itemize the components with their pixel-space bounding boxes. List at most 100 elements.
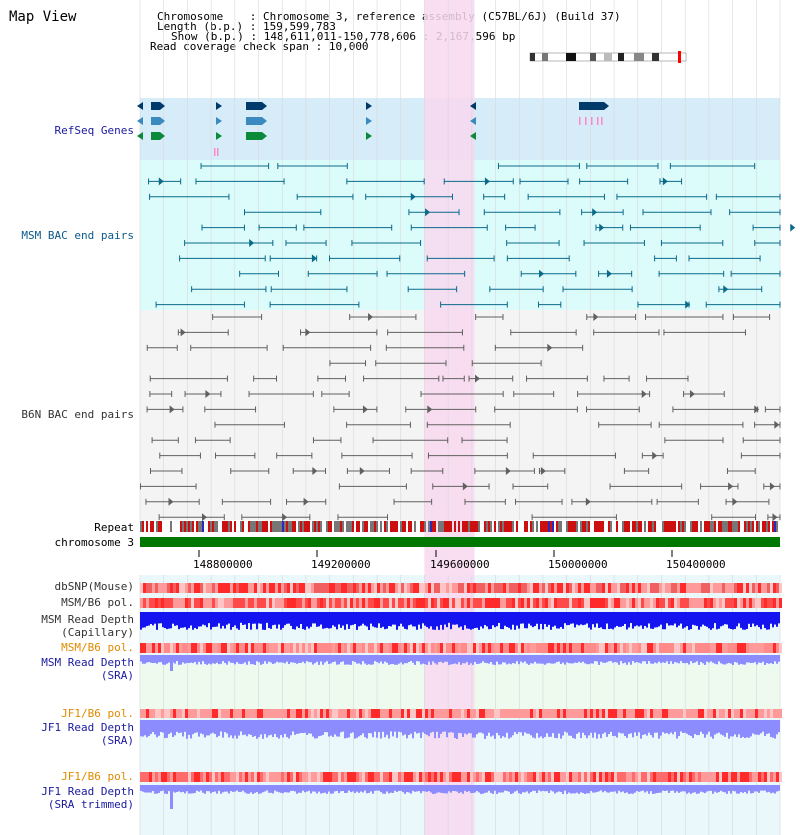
depth-bar <box>532 720 534 738</box>
depth-bar <box>454 720 456 738</box>
depth-bar <box>446 612 448 628</box>
heat-cell <box>716 598 719 608</box>
depth-bar <box>146 612 148 627</box>
heat-cell <box>224 772 227 782</box>
heat-cell <box>494 598 497 608</box>
repeat-mark <box>548 521 550 532</box>
depth-bar <box>646 612 648 628</box>
depth-bar <box>160 655 162 663</box>
depth-bar <box>600 720 602 739</box>
heat-cell <box>644 772 647 782</box>
heat-cell <box>638 709 641 718</box>
heat-cell <box>473 598 476 608</box>
ideogram-band <box>618 53 624 61</box>
depth-bar <box>602 785 604 793</box>
heat-cell <box>662 709 665 718</box>
depth-bar <box>202 612 204 625</box>
heat-cell <box>713 772 716 782</box>
depth-bar <box>264 612 266 630</box>
depth-bar <box>600 655 602 662</box>
b6n-bac-arrow <box>593 313 599 321</box>
depth-bar <box>226 720 228 734</box>
heat-cell <box>422 709 425 718</box>
depth-bar <box>676 785 678 792</box>
depth-bar <box>522 612 524 624</box>
track-label-dbsnp[interactable]: dbSNP(Mouse) <box>54 580 134 593</box>
track-label-msm-pol-2[interactable]: MSM/B6 pol. <box>61 641 134 654</box>
depth-bar <box>658 720 660 739</box>
heat-cell <box>239 709 242 718</box>
heat-cell <box>383 598 386 608</box>
heat-cell <box>719 598 722 608</box>
repeat-mark <box>458 521 460 532</box>
track-label-msm-depth-sra[interactable]: MSM Read Depth <box>41 656 134 669</box>
heat-cell <box>296 583 299 593</box>
heat-cell <box>659 598 662 608</box>
track-label-jf1-pol-2[interactable]: JF1/B6 pol. <box>61 770 134 783</box>
depth-bar <box>308 655 310 663</box>
depth-bar <box>752 785 754 794</box>
track-label-jf1-trimmed[interactable]: JF1 Read Depth <box>41 785 134 798</box>
depth-bar <box>518 785 520 794</box>
track-label-msm-bac[interactable]: MSM BAC end pairs <box>21 229 134 242</box>
heat-cell <box>653 598 656 608</box>
heat-cell <box>776 598 779 608</box>
heat-cell <box>599 598 602 608</box>
depth-bar <box>462 785 464 794</box>
heat-cell <box>263 583 266 593</box>
depth-bar <box>680 655 682 662</box>
depth-bar <box>498 720 500 736</box>
heat-cell <box>620 772 623 782</box>
repeat-mark <box>572 521 574 532</box>
depth-bar <box>160 720 162 732</box>
depth-bar <box>250 785 252 793</box>
depth-bar <box>490 655 492 663</box>
depth-bar <box>690 655 692 662</box>
depth-bar <box>168 655 170 663</box>
heat-cell <box>572 583 575 593</box>
heat-cell <box>677 598 680 608</box>
track-label-refseq[interactable]: RefSeq Genes <box>54 124 134 137</box>
depth-bar <box>346 612 348 625</box>
depth-bar <box>738 612 740 624</box>
depth-bar <box>692 720 694 739</box>
heat-cell <box>236 643 239 653</box>
heat-cell <box>314 583 317 593</box>
heat-cell <box>374 598 377 608</box>
axis-tick-3: 149600000 <box>430 558 490 571</box>
depth-bar <box>676 655 678 663</box>
depth-bar <box>258 785 260 794</box>
depth-bar <box>326 655 328 662</box>
heat-cell <box>500 643 503 653</box>
depth-bar <box>344 612 346 630</box>
heat-cell <box>362 709 365 718</box>
heat-cell <box>284 643 287 653</box>
heat-cell <box>599 583 602 593</box>
heat-cell <box>758 772 761 782</box>
track-label-b6n-bac[interactable]: B6N BAC end pairs <box>21 408 134 421</box>
repeat-mark <box>682 521 684 532</box>
track-label-msm-depth-capillary[interactable]: MSM Read Depth <box>41 613 134 626</box>
depth-bar <box>144 655 146 664</box>
depth-bar <box>476 655 478 665</box>
depth-bar <box>752 612 754 624</box>
depth-bar <box>152 612 154 626</box>
repeat-mark <box>666 521 668 532</box>
depth-bar <box>624 612 626 624</box>
heat-cell <box>413 583 416 593</box>
depth-bar <box>248 785 250 794</box>
depth-bar <box>672 655 674 664</box>
coverage-label: Read coverage check span <box>150 40 309 53</box>
depth-bar <box>524 655 526 662</box>
depth-bar <box>310 612 312 627</box>
heat-cell <box>605 772 608 782</box>
heat-cell <box>143 709 146 718</box>
track-label-msm-pol[interactable]: MSM/B6 pol. <box>61 596 134 609</box>
heat-cell <box>314 772 317 782</box>
track-label-jf1-pol[interactable]: JF1/B6 pol. <box>61 707 134 720</box>
track-label-jf1-depth[interactable]: JF1 Read Depth <box>41 721 134 734</box>
heat-cell <box>335 583 338 593</box>
depth-bar <box>638 720 640 733</box>
depth-bar <box>306 785 308 792</box>
